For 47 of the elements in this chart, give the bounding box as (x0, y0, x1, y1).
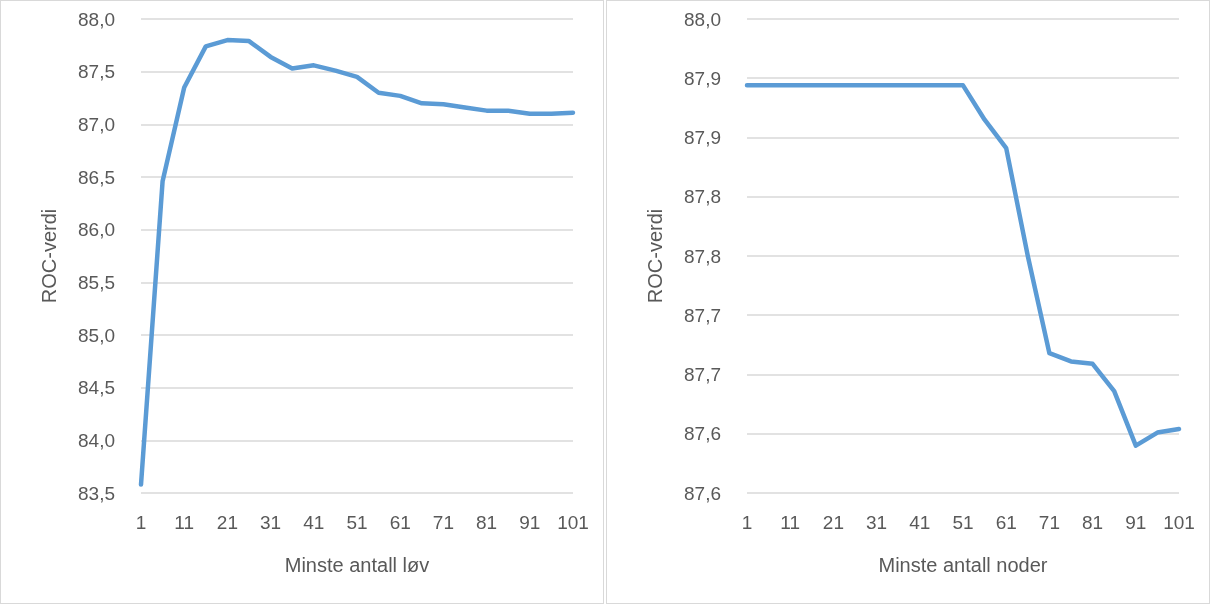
line-series (744, 83, 1182, 448)
y-tick-label: 87,9 (684, 67, 721, 89)
y-tick-label: 83,5 (78, 482, 115, 504)
x-tick-label: 91 (519, 512, 541, 533)
x-tick-label: 71 (432, 512, 454, 533)
x-tick-label: 1 (741, 512, 753, 533)
x-tick-label: 41 (303, 512, 325, 533)
y-tick-label: 87,6 (684, 482, 721, 504)
x-tick-label: 81 (476, 512, 498, 533)
line-series (138, 37, 576, 487)
y-tick-label: 87,9 (684, 127, 721, 148)
y-tick-label: 85,5 (78, 271, 115, 293)
x-tick-label: 81 (1082, 512, 1104, 533)
x-tick-label: 101 (1163, 512, 1195, 533)
x-tick-label: 11 (780, 512, 801, 533)
y-tick-label: 87,7 (684, 364, 721, 385)
x-tick-label: 31 (866, 512, 888, 533)
x-axis-title: Minste antall løv (284, 554, 430, 576)
y-tick-label: 87,8 (684, 186, 721, 208)
x-tick-label: 11 (174, 512, 195, 533)
x-tick-label: 31 (260, 512, 282, 533)
y-tick-label: 88,0 (684, 8, 721, 30)
y-axis-title: ROC-verdi (38, 208, 60, 304)
y-tick-label: 84,5 (78, 377, 115, 399)
y-tick-label: 87,8 (684, 245, 721, 267)
y-tick-label: 87,0 (78, 113, 115, 135)
x-tick-label: 61 (389, 512, 411, 533)
x-tick-label: 21 (822, 512, 844, 533)
x-tick-label: 91 (1125, 512, 1147, 533)
y-axis-title: ROC-verdi (644, 208, 666, 304)
y-tick-label: 86,5 (78, 166, 115, 188)
x-tick-label: 41 (909, 512, 931, 533)
x-tick-label: 101 (557, 512, 589, 533)
x-tick-label: 71 (1038, 512, 1060, 533)
x-axis-title: Minste antall noder (878, 554, 1048, 576)
y-tick-label: 86,0 (78, 219, 115, 241)
x-tick-label: 61 (995, 512, 1017, 533)
x-tick-label: 21 (216, 512, 238, 533)
y-tick-label: 87,6 (684, 423, 721, 445)
y-tick-label: 88,0 (78, 8, 115, 30)
x-tick-label: 51 (952, 512, 974, 533)
y-tick-label: 85,0 (78, 324, 115, 346)
y-tick-label: 87,5 (78, 61, 115, 83)
y-tick-label: 87,7 (684, 304, 721, 326)
x-tick-label: 1 (135, 512, 147, 533)
y-tick-label: 84,0 (78, 429, 115, 451)
x-tick-label: 51 (346, 512, 368, 533)
